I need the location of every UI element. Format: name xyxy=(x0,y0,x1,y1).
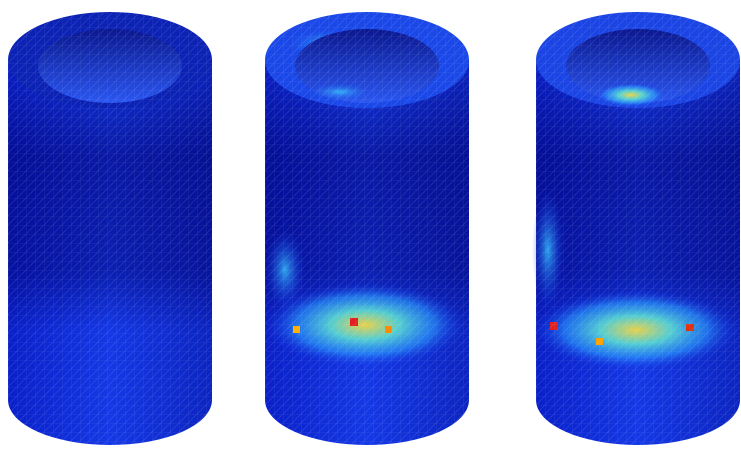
cylinder xyxy=(532,12,740,445)
cylinder xyxy=(265,12,469,445)
cylinder xyxy=(8,12,212,445)
